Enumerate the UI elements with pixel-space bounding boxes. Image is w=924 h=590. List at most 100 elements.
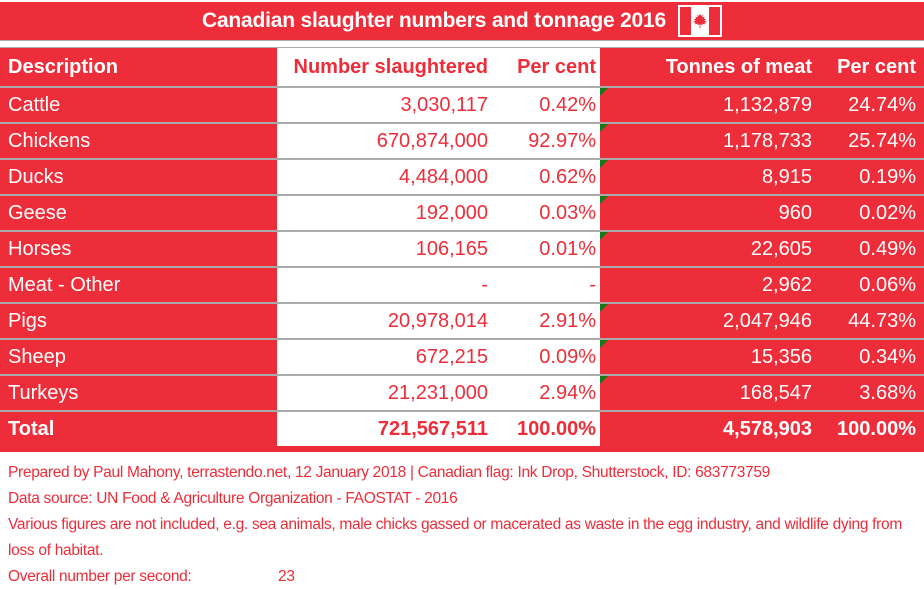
cell-tonnes: 960 — [600, 196, 820, 230]
table-header-row: Description Number slaughtered Per cent … — [0, 48, 924, 86]
table-row-chickens: Chickens 670,874,000 92.97% 1,178,733 25… — [0, 122, 924, 158]
cell-number: 106,165 — [277, 232, 500, 266]
table-row-pigs: Pigs 20,978,014 2.91% 2,047,946 44.73% — [0, 302, 924, 338]
cell-tonnes-value: 960 — [778, 201, 812, 224]
cell-description: Horses — [0, 232, 277, 266]
cell-tonnes-value: 2,962 — [761, 273, 812, 296]
excel-error-indicator-icon — [600, 376, 608, 384]
cell-tonnes-value: 2,047,946 — [723, 309, 812, 332]
grid-gap-strip — [0, 40, 924, 48]
excel-error-indicator-icon — [600, 124, 608, 132]
cell-number: 20,978,014 — [277, 304, 500, 338]
table-row-sheep: Sheep 672,215 0.09% 15,356 0.34% — [0, 338, 924, 374]
cell-number-percent: 100.00% — [500, 412, 600, 446]
header-number-slaughtered: Number slaughtered — [277, 48, 500, 86]
flag-right-band — [709, 7, 720, 35]
table-row-geese: Geese 192,000 0.03% 960 0.02% — [0, 194, 924, 230]
rate-value: 23 — [278, 568, 295, 585]
excel-error-indicator-icon — [600, 340, 608, 348]
table-row-turkeys: Turkeys 21,231,000 2.94% 168,547 3.68% — [0, 374, 924, 410]
table-total-row: Total 721,567,511 100.00% 4,578,903 100.… — [0, 410, 924, 446]
cell-number: 192,000 — [277, 196, 500, 230]
cell-tonnes-value: 1,178,733 — [723, 129, 812, 152]
slaughter-table: Description Number slaughtered Per cent … — [0, 48, 924, 452]
header-tonnes-of-meat: Tonnes of meat — [600, 48, 820, 86]
cell-number-percent: 92.97% — [500, 124, 600, 158]
cell-tonnes-percent: 25.74% — [820, 124, 924, 158]
data-source-line: Data source: UN Food & Agriculture Organ… — [8, 490, 458, 507]
cell-description: Chickens — [0, 124, 277, 158]
cell-tonnes-percent: 0.02% — [820, 196, 924, 230]
credit-line: Prepared by Paul Mahony, terrastendo.net… — [8, 464, 770, 481]
cell-number: 21,231,000 — [277, 376, 500, 410]
cell-tonnes-percent: 0.49% — [820, 232, 924, 266]
header-description: Description — [0, 48, 277, 86]
cell-number-percent: 0.42% — [500, 88, 600, 122]
cell-number-percent: 0.01% — [500, 232, 600, 266]
cell-tonnes-value: 22,605 — [750, 237, 812, 260]
title-bar: Canadian slaughter numbers and tonnage 2… — [0, 2, 924, 40]
cell-number-percent: 2.91% — [500, 304, 600, 338]
cell-description: Total — [0, 412, 277, 446]
cell-tonnes: 4,578,903 — [600, 412, 820, 446]
cell-tonnes-percent: 24.74% — [820, 88, 924, 122]
cell-tonnes: 2,047,946 — [600, 304, 820, 338]
cell-tonnes-value: 15,356 — [750, 345, 812, 368]
table-row-cattle: Cattle 3,030,117 0.42% 1,132,879 24.74% — [0, 86, 924, 122]
cell-number: 670,874,000 — [277, 124, 500, 158]
cell-description: Turkeys — [0, 376, 277, 410]
table-row-horses: Horses 106,165 0.01% 22,605 0.49% — [0, 230, 924, 266]
rate-line: Overall number per second: 23 — [8, 564, 916, 590]
footer-notes: Prepared by Paul Mahony, terrastendo.net… — [0, 452, 924, 590]
cell-tonnes-percent: 100.00% — [820, 412, 924, 446]
cell-tonnes-percent: 44.73% — [820, 304, 924, 338]
cell-number-percent: - — [500, 268, 600, 302]
cell-description: Pigs — [0, 304, 277, 338]
flag-left-band — [680, 7, 691, 35]
rate-label: Overall number per second: — [8, 568, 192, 585]
cell-description: Cattle — [0, 88, 277, 122]
cell-number: 4,484,000 — [277, 160, 500, 194]
table-row-ducks: Ducks 4,484,000 0.62% 8,915 0.19% — [0, 158, 924, 194]
cell-number-percent: 0.03% — [500, 196, 600, 230]
cell-number: 3,030,117 — [277, 88, 500, 122]
header-tonnes-percent: Per cent — [820, 48, 924, 86]
cell-tonnes: 22,605 — [600, 232, 820, 266]
canada-flag-icon — [678, 5, 722, 37]
cell-tonnes-value: 8,915 — [761, 165, 812, 188]
excel-error-indicator-icon — [600, 88, 608, 96]
cell-description: Ducks — [0, 160, 277, 194]
excel-error-indicator-icon — [600, 196, 608, 204]
cell-number: 721,567,511 — [277, 412, 500, 446]
cell-description: Sheep — [0, 340, 277, 374]
page-title: Canadian slaughter numbers and tonnage 2… — [201, 9, 666, 32]
cell-number-percent: 2.94% — [500, 376, 600, 410]
cell-tonnes: 2,962 — [600, 268, 820, 302]
table-row-meat-other: Meat - Other - - 2,962 0.06% — [0, 266, 924, 302]
exclusions-note: Various figures are not included, e.g. s… — [8, 516, 902, 559]
cell-tonnes: 1,178,733 — [600, 124, 820, 158]
maple-leaf-icon — [692, 13, 708, 29]
cell-tonnes: 15,356 — [600, 340, 820, 374]
cell-number-percent: 0.62% — [500, 160, 600, 194]
cell-number-percent: 0.09% — [500, 340, 600, 374]
excel-error-indicator-icon — [600, 232, 608, 240]
excel-error-indicator-icon — [600, 304, 608, 312]
cell-description: Geese — [0, 196, 277, 230]
excel-error-indicator-icon — [600, 160, 608, 168]
cell-tonnes-value: 1,132,879 — [723, 93, 812, 116]
cell-tonnes-percent: 0.34% — [820, 340, 924, 374]
cell-number: - — [277, 268, 500, 302]
cell-tonnes-percent: 3.68% — [820, 376, 924, 410]
cell-tonnes-percent: 0.06% — [820, 268, 924, 302]
cell-tonnes: 1,132,879 — [600, 88, 820, 122]
flag-center-pane — [691, 7, 709, 35]
cell-tonnes: 168,547 — [600, 376, 820, 410]
header-number-percent: Per cent — [500, 48, 600, 86]
cell-tonnes-percent: 0.19% — [820, 160, 924, 194]
cell-tonnes-value: 168,547 — [739, 381, 812, 404]
cell-description: Meat - Other — [0, 268, 277, 302]
cell-number: 672,215 — [277, 340, 500, 374]
cell-tonnes: 8,915 — [600, 160, 820, 194]
